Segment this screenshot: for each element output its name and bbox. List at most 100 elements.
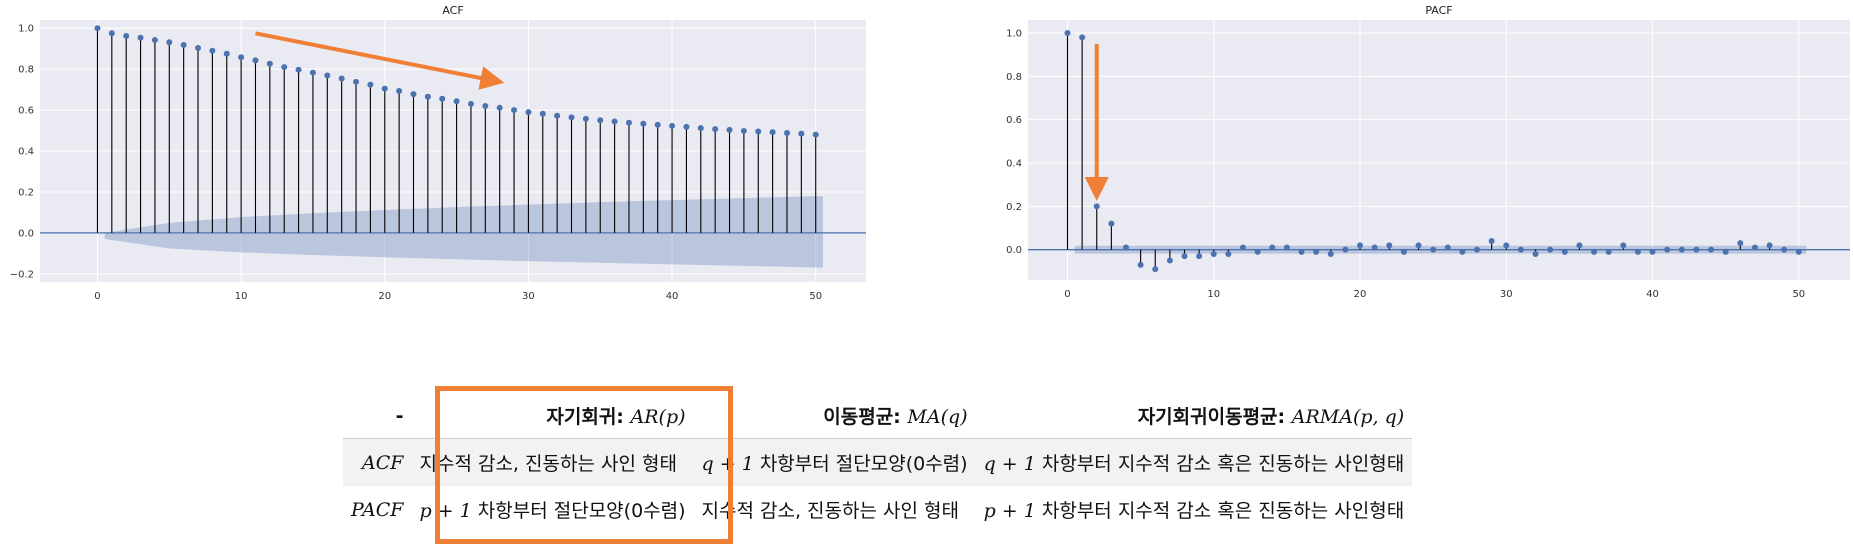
pacf-marker xyxy=(1576,242,1583,249)
header-cell: - xyxy=(395,404,404,427)
pacf-marker xyxy=(1166,257,1173,264)
acf-marker xyxy=(726,126,733,133)
acf-marker xyxy=(755,128,762,135)
acf-marker xyxy=(582,115,589,122)
pacf-marker xyxy=(1517,246,1524,253)
acf-x-tick-label: 20 xyxy=(378,291,391,300)
acf-title: ACF xyxy=(442,4,463,17)
pacf-marker xyxy=(1722,248,1729,255)
pacf-marker xyxy=(1327,251,1334,257)
acf-marker xyxy=(525,109,532,116)
acf-marker xyxy=(654,121,661,128)
pacf-marker xyxy=(1108,220,1115,227)
pacf-marker xyxy=(1678,246,1685,253)
pacf-x-tick-label: 40 xyxy=(1646,289,1659,300)
pacf-marker xyxy=(1737,240,1744,247)
acf-marker xyxy=(597,117,604,124)
pacf-marker xyxy=(1503,242,1510,249)
acf-marker xyxy=(439,95,446,102)
pacf-y-tick-label: 0.0 xyxy=(1006,245,1022,256)
acf-marker xyxy=(266,60,273,67)
acf-marker xyxy=(669,122,676,129)
comparison-table: - 자기회귀: AR(p) 이동평균: MA(q) 자기회귀이동평균: ARMA… xyxy=(343,393,1413,533)
pacf-marker xyxy=(1620,242,1627,249)
pacf-marker xyxy=(1634,248,1641,255)
pacf-marker xyxy=(1649,248,1656,255)
pacf-marker xyxy=(1313,248,1320,255)
acf-y-tick-label: 1.0 xyxy=(18,24,34,35)
pacf-marker xyxy=(1210,251,1217,257)
acf-marker xyxy=(410,91,417,98)
acf-marker xyxy=(108,30,115,37)
pacf-marker xyxy=(1181,253,1188,260)
acf-marker xyxy=(740,127,747,134)
acf-marker xyxy=(712,126,719,133)
acf-marker xyxy=(353,78,360,85)
acf-x-tick-label: 40 xyxy=(666,291,679,300)
pacf-marker xyxy=(1693,246,1700,253)
pacf-x-tick-label: 0 xyxy=(1064,289,1070,300)
pacf-marker xyxy=(1547,246,1554,253)
pacf-marker xyxy=(1532,251,1539,257)
acf-marker xyxy=(812,131,819,138)
header-cell-arma: 자기회귀이동평균: ARMA(p, q) xyxy=(1137,406,1405,428)
acf-marker xyxy=(554,112,561,119)
pacf-marker xyxy=(1196,253,1203,260)
pacf-marker xyxy=(1079,34,1086,41)
acf-marker xyxy=(195,45,202,52)
table-cell: p + 1 차항부터 지수적 감소 혹은 진동하는 사인형태 xyxy=(983,500,1405,522)
acf-marker xyxy=(697,125,704,132)
acf-y-tick-label: 0.0 xyxy=(18,228,34,239)
pacf-x-tick-label: 30 xyxy=(1500,289,1513,300)
acf-marker xyxy=(769,129,776,136)
acf-marker xyxy=(640,120,647,127)
pacf-marker xyxy=(1298,248,1305,255)
header-cell-ar: 자기회귀: AR(p) xyxy=(546,406,686,428)
acf-marker xyxy=(568,114,575,121)
header-cell-ma: 이동평균: MA(q) xyxy=(823,406,968,428)
pacf-marker xyxy=(1708,246,1715,253)
pacf-marker xyxy=(1591,248,1598,255)
acf-y-tick-label: 0.4 xyxy=(18,147,34,158)
pacf-plot-area xyxy=(1028,20,1850,280)
acf-x-tick-label: 10 xyxy=(235,291,248,300)
acf-marker xyxy=(381,85,388,92)
acf-y-tick-label: 0.2 xyxy=(18,187,34,198)
acf-marker xyxy=(309,69,316,76)
acf-y-tick-label: 0.8 xyxy=(18,65,34,76)
pacf-marker xyxy=(1444,244,1451,251)
table-cell: q + 1 차항부터 지수적 감소 혹은 진동하는 사인형태 xyxy=(975,438,1413,486)
pacf-marker xyxy=(1342,246,1349,253)
acf-marker xyxy=(511,107,518,114)
acf-marker xyxy=(783,129,790,136)
pacf-marker xyxy=(1415,242,1422,249)
table-row-acf: ACF 지수적 감소, 진동하는 사인 형태 q + 1 차항부터 절단모양(0… xyxy=(343,438,1413,486)
acf-marker xyxy=(467,100,474,107)
acf-marker xyxy=(683,123,690,130)
acf-marker xyxy=(295,66,302,73)
pacf-marker xyxy=(1605,248,1612,255)
acf-y-tick-label: −0.2 xyxy=(10,269,34,280)
acf-marker xyxy=(238,54,245,61)
pacf-marker xyxy=(1751,244,1758,251)
pacf-marker xyxy=(1225,251,1232,257)
acf-marker xyxy=(137,34,144,41)
pacf-marker xyxy=(1459,248,1466,255)
acf-marker xyxy=(151,37,158,44)
pacf-marker xyxy=(1795,248,1802,255)
pacf-chart: 0 10 20 30 40 50 0.0 0.2 0.4 0.6 0.8 1.0 PACF xyxy=(1006,4,1850,300)
table-cell: 지수적 감소, 진동하는 사인 형태 xyxy=(411,438,694,486)
pacf-marker xyxy=(1386,242,1393,249)
pacf-marker xyxy=(1269,244,1276,251)
pacf-marker xyxy=(1488,238,1495,244)
acf-marker xyxy=(209,47,216,54)
table-cell: 지수적 감소, 진동하는 사인 형태 xyxy=(701,500,959,522)
row-label: ACF xyxy=(343,438,412,486)
pacf-marker xyxy=(1430,246,1437,253)
pacf-marker xyxy=(1400,248,1407,255)
acf-chart: 0 10 20 30 40 50 −0.2 0.0 0.2 0.4 0.6 0.8 1.0 ACF xyxy=(10,4,866,300)
acf-marker xyxy=(424,93,431,100)
acf-marker xyxy=(798,130,805,137)
acf-marker xyxy=(166,39,173,46)
pacf-y-tick-label: 0.6 xyxy=(1006,115,1022,126)
